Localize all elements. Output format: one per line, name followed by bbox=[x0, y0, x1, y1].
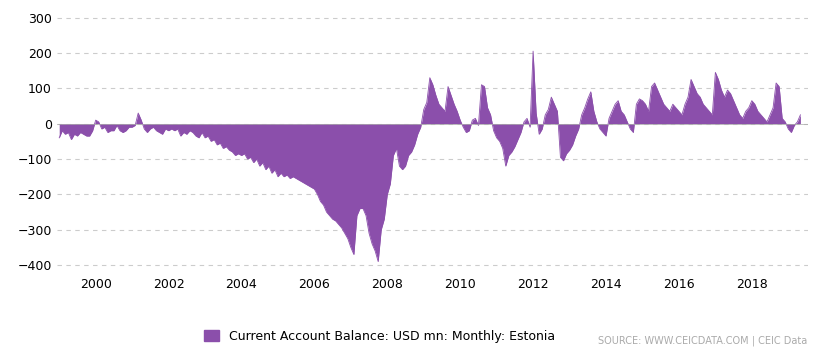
Text: SOURCE: WWW.CEICDATA.COM | CEIC Data: SOURCE: WWW.CEICDATA.COM | CEIC Data bbox=[598, 335, 807, 346]
Legend: Current Account Balance: USD mn: Monthly: Estonia: Current Account Balance: USD mn: Monthly… bbox=[199, 325, 560, 348]
